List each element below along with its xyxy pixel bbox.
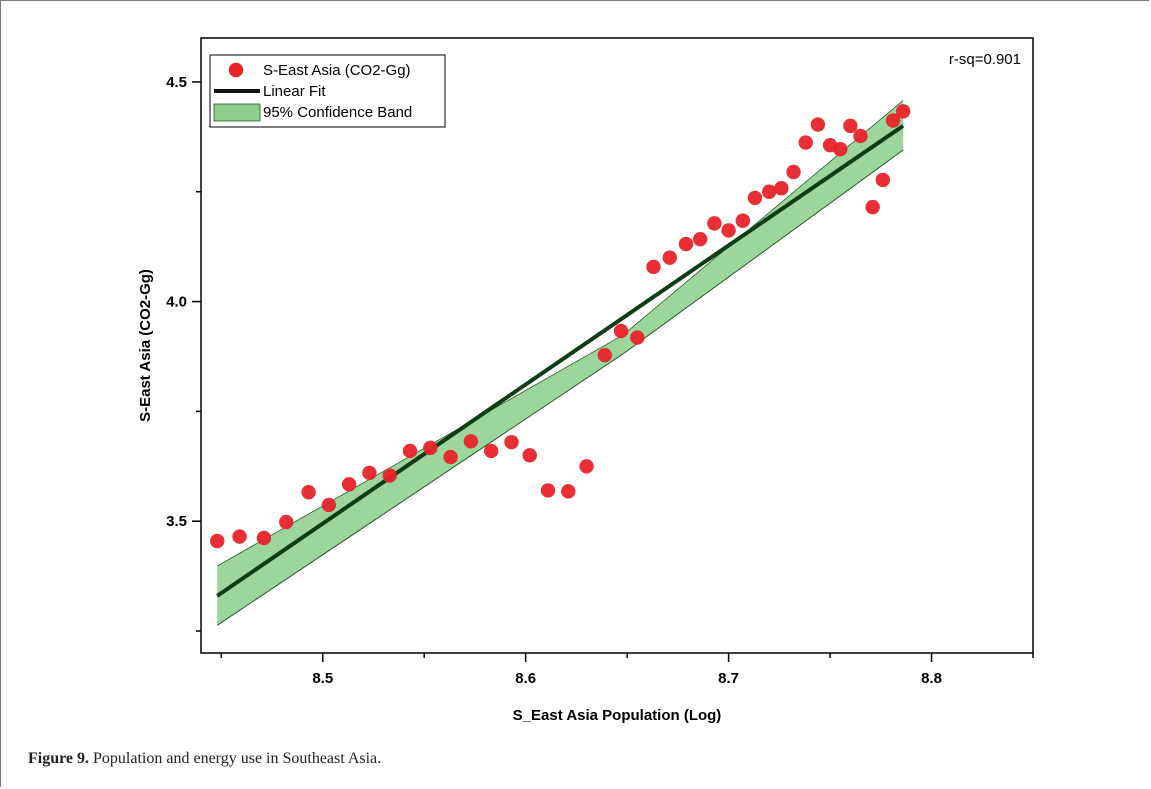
legend-marker-band <box>213 103 261 122</box>
legend-label-fit: Linear Fit <box>263 83 326 100</box>
data-point <box>721 223 736 238</box>
data-point <box>463 434 479 449</box>
data-point <box>693 231 708 247</box>
data-point <box>362 465 377 481</box>
legend-label-band: 95% Confidence Band <box>263 104 412 121</box>
data-point <box>597 347 613 363</box>
data-point <box>895 104 911 119</box>
data-point <box>774 181 789 196</box>
y-axis-title: S-East Asia (CO2-Gg) <box>137 269 154 422</box>
data-point <box>423 440 438 456</box>
confidence-band-lower-edge <box>216 149 904 626</box>
y-tick-label: 4.5 <box>166 74 187 91</box>
data-point <box>875 172 891 188</box>
data-point <box>707 216 722 231</box>
data-point <box>210 533 225 549</box>
r-squared-annotation: r-sq=0.901 <box>949 51 1021 68</box>
data-point <box>853 128 868 144</box>
y-tick-label: 3.5 <box>166 513 187 530</box>
data-point <box>321 497 337 513</box>
data-point <box>301 485 316 500</box>
data-point <box>865 199 880 215</box>
data-point <box>279 514 294 530</box>
data-point <box>443 449 458 465</box>
confidence-band-area <box>217 100 904 626</box>
figure-caption-label: Figure 9. <box>28 750 90 767</box>
data-point <box>646 259 661 275</box>
data-points-layer <box>210 104 911 549</box>
x-axis-ticks: 8.5 8.6 8.7 8.8 <box>220 653 1034 687</box>
figure-caption-text: Population and energy use in Southeast A… <box>93 750 382 767</box>
data-point <box>810 117 826 132</box>
figure-caption: Figure 9. Population and energy use in S… <box>28 750 381 768</box>
data-point <box>613 323 629 339</box>
legend-marker-points <box>228 62 244 78</box>
data-point <box>483 443 499 459</box>
x-tick-label: 8.6 <box>515 670 536 687</box>
data-point <box>402 443 418 459</box>
data-point <box>662 250 677 265</box>
data-point <box>341 477 357 492</box>
y-tick-label: 4.0 <box>166 294 187 311</box>
data-point <box>256 530 272 546</box>
data-point <box>885 113 901 128</box>
plot-frame <box>200 37 1034 654</box>
x-tick-label: 8.5 <box>312 670 333 687</box>
data-point <box>630 330 645 345</box>
legend-label-points: S-East Asia (CO2-Gg) <box>263 62 411 79</box>
data-point <box>798 135 813 150</box>
y-axis-ticks: 3.5 4.0 4.5 <box>166 74 201 632</box>
data-point <box>833 141 848 157</box>
data-point <box>747 190 763 206</box>
x-tick-label: 8.7 <box>718 670 739 687</box>
data-point <box>232 529 247 544</box>
legend: S-East Asia (CO2-Gg) Linear Fit 95% Conf… <box>209 54 446 128</box>
x-tick-label: 8.8 <box>921 670 942 687</box>
scatter-chart: 8.5 8.6 8.7 8.8 3.5 4.0 4.5 S_East Asia Popul… <box>137 37 1034 724</box>
linear-fit-line <box>216 124 905 598</box>
fit-line-layer <box>216 124 905 598</box>
x-axis-title: S_East Asia Population (Log) <box>513 707 722 724</box>
data-point <box>678 236 694 252</box>
data-point <box>761 184 777 199</box>
data-point <box>504 434 519 450</box>
data-point <box>382 468 397 483</box>
data-point <box>561 484 576 499</box>
data-point <box>786 164 801 180</box>
data-point <box>579 459 594 474</box>
data-point <box>522 448 537 463</box>
data-point <box>735 213 751 228</box>
data-point <box>540 483 556 498</box>
data-point <box>843 118 858 134</box>
